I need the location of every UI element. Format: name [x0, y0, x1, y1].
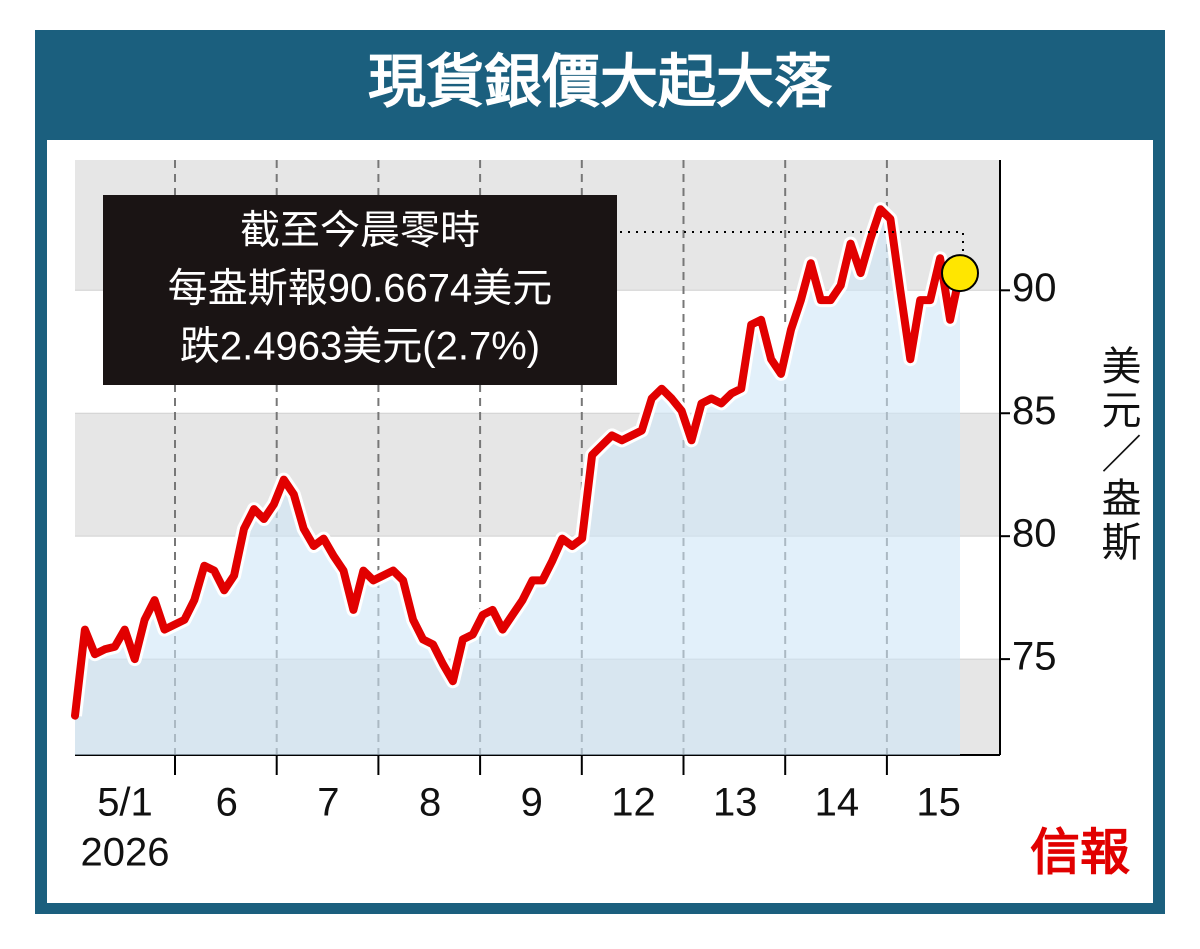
annotation-text: 截至今晨零時: [240, 209, 480, 253]
x-year-label: 2026: [81, 831, 170, 875]
y-tick-label: 90: [1012, 266, 1057, 310]
y-tick-label: 80: [1012, 512, 1057, 556]
x-tick-label: 5/1: [97, 781, 153, 825]
x-tick-label: 7: [317, 781, 339, 825]
price-line: [71, 205, 964, 720]
x-tick-label: 15: [916, 781, 961, 825]
y-axis-title: 美元／盎斯: [1095, 345, 1140, 565]
area: [75, 209, 960, 755]
annotation-text: 每盎斯報90.6674美元: [168, 267, 553, 311]
x-tick-label: 12: [611, 781, 656, 825]
y-tick-label: 75: [1012, 635, 1057, 679]
latest-marker: [941, 254, 979, 293]
chart-title: 現貨銀價大起大落: [368, 49, 833, 114]
annotation-box: [103, 195, 617, 385]
x-tick-label: 6: [216, 781, 238, 825]
y-tick-label: 85: [1012, 389, 1057, 433]
source-logo: 信報: [1030, 824, 1130, 880]
x-tick-label: 9: [521, 781, 543, 825]
x-tick-label: 8: [419, 781, 441, 825]
annotation-text: 跌2.4963美元(2.7%): [180, 325, 540, 369]
x-tick-label: 13: [713, 781, 758, 825]
x-tick-label: 14: [815, 781, 860, 825]
